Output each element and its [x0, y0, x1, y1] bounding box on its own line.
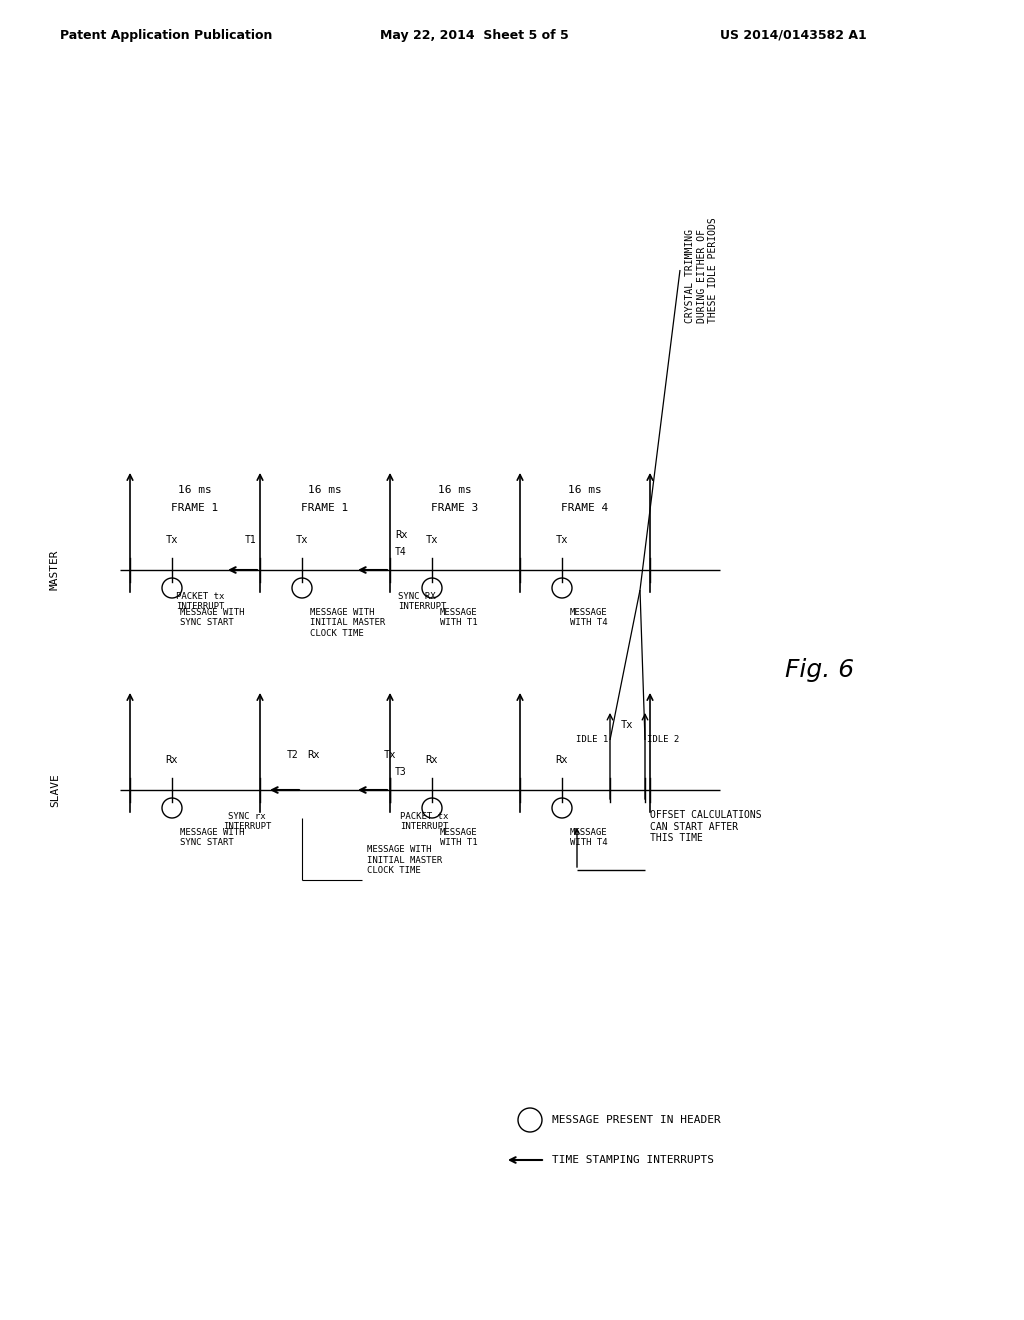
Text: 16 ms: 16 ms	[438, 484, 472, 495]
Text: SLAVE: SLAVE	[50, 774, 60, 807]
Text: FRAME 1: FRAME 1	[301, 503, 348, 513]
Text: SYNC rx
INTERRUPT: SYNC rx INTERRUPT	[223, 812, 271, 832]
Text: Tx: Tx	[166, 535, 178, 545]
Text: MESSAGE
WITH T4: MESSAGE WITH T4	[570, 609, 607, 627]
Text: US 2014/0143582 A1: US 2014/0143582 A1	[720, 29, 866, 41]
Text: Rx: Rx	[395, 531, 408, 540]
Text: OFFSET CALCULATIONS
CAN START AFTER
THIS TIME: OFFSET CALCULATIONS CAN START AFTER THIS…	[650, 810, 762, 843]
Text: PACKET tx
INTERRUPT: PACKET tx INTERRUPT	[176, 591, 224, 611]
Text: Rx: Rx	[426, 755, 438, 766]
Text: Tx: Tx	[621, 719, 633, 730]
Text: T3: T3	[395, 767, 407, 777]
Text: MESSAGE WITH
INITIAL MASTER
CLOCK TIME: MESSAGE WITH INITIAL MASTER CLOCK TIME	[367, 845, 442, 875]
Text: MESSAGE WITH
INITIAL MASTER
CLOCK TIME: MESSAGE WITH INITIAL MASTER CLOCK TIME	[310, 609, 385, 638]
Text: Rx: Rx	[307, 750, 319, 760]
Text: MESSAGE
WITH T4: MESSAGE WITH T4	[570, 828, 607, 847]
Text: TIME STAMPING INTERRUPTS: TIME STAMPING INTERRUPTS	[552, 1155, 714, 1166]
Text: CRYSTAL TRIMMING
DURING EITHER OF
THESE IDLE PERIODS: CRYSTAL TRIMMING DURING EITHER OF THESE …	[685, 216, 718, 323]
Text: MESSAGE PRESENT IN HEADER: MESSAGE PRESENT IN HEADER	[552, 1115, 721, 1125]
Text: MESSAGE WITH
SYNC START: MESSAGE WITH SYNC START	[180, 828, 245, 847]
Text: MESSAGE WITH
SYNC START: MESSAGE WITH SYNC START	[180, 609, 245, 627]
Text: PACKET tx
INTERRUPT: PACKET tx INTERRUPT	[400, 812, 449, 832]
Text: May 22, 2014  Sheet 5 of 5: May 22, 2014 Sheet 5 of 5	[380, 29, 568, 41]
Text: FRAME 4: FRAME 4	[561, 503, 608, 513]
Text: Tx: Tx	[426, 535, 438, 545]
Text: 16 ms: 16 ms	[308, 484, 342, 495]
Text: Patent Application Publication: Patent Application Publication	[60, 29, 272, 41]
Text: FRAME 1: FRAME 1	[171, 503, 219, 513]
Text: 16 ms: 16 ms	[568, 484, 602, 495]
Text: IDLE 1: IDLE 1	[575, 735, 608, 744]
Text: Tx: Tx	[384, 750, 396, 760]
Text: MESSAGE
WITH T1: MESSAGE WITH T1	[440, 609, 477, 627]
Text: Rx: Rx	[166, 755, 178, 766]
Text: Tx: Tx	[296, 535, 308, 545]
Text: T2: T2	[287, 750, 298, 760]
Text: 16 ms: 16 ms	[178, 484, 212, 495]
Text: Rx: Rx	[556, 755, 568, 766]
Text: SYNC RX
INTERRUPT: SYNC RX INTERRUPT	[398, 591, 446, 611]
Text: T4: T4	[395, 546, 407, 557]
Text: Fig. 6: Fig. 6	[785, 657, 855, 682]
Text: FRAME 3: FRAME 3	[431, 503, 478, 513]
Text: MESSAGE
WITH T1: MESSAGE WITH T1	[440, 828, 477, 847]
Text: Tx: Tx	[556, 535, 568, 545]
Text: MASTER: MASTER	[50, 549, 60, 590]
Text: IDLE 2: IDLE 2	[647, 735, 679, 744]
Text: T1: T1	[245, 535, 256, 545]
